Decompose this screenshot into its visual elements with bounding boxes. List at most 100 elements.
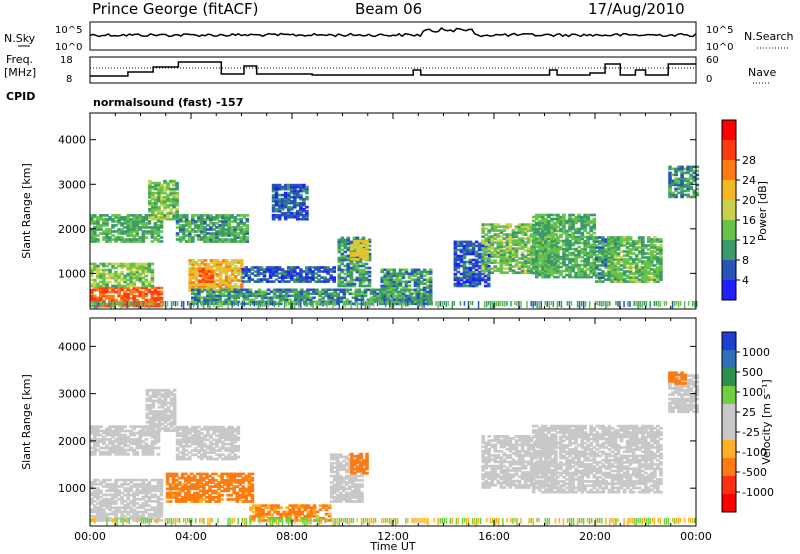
data-cell	[349, 274, 354, 278]
data-cell	[102, 514, 106, 518]
data-cell	[364, 270, 369, 274]
data-cell	[271, 280, 276, 283]
data-cell	[580, 249, 584, 253]
data-cell	[462, 284, 467, 288]
data-cell	[105, 304, 109, 308]
data-cell	[508, 253, 513, 256]
data-cell	[671, 191, 675, 195]
data-cell	[218, 265, 223, 268]
data-cell	[547, 259, 551, 263]
data-cell	[505, 271, 510, 274]
data-cell	[336, 296, 340, 300]
data-cell	[194, 298, 198, 302]
nave-tick-bottom: 0	[706, 74, 712, 85]
data-cell	[230, 228, 234, 231]
data-cell	[90, 232, 94, 235]
data-cell	[102, 519, 106, 522]
data-cell	[622, 278, 627, 281]
data-cell	[323, 266, 327, 269]
data-cell	[182, 301, 185, 309]
data-cell	[159, 489, 164, 493]
data-cell	[350, 258, 354, 261]
data-cell	[129, 276, 133, 280]
data-cell	[163, 207, 167, 211]
data-cell	[153, 292, 158, 296]
data-cell	[296, 217, 300, 221]
data-cell	[380, 284, 384, 288]
data-cell	[598, 246, 602, 249]
data-cell	[616, 236, 621, 239]
data-cell	[468, 280, 473, 284]
data-cell	[150, 508, 155, 512]
data-cell	[493, 255, 498, 258]
data-cell	[339, 296, 344, 300]
data-cell	[577, 237, 581, 241]
data-cell	[435, 301, 437, 307]
data-cell	[221, 288, 225, 292]
data-cell	[481, 231, 485, 234]
data-cell	[156, 238, 161, 241]
data-cell	[141, 506, 146, 510]
data-cell	[634, 272, 639, 275]
data-cell	[553, 233, 557, 237]
data-cell	[233, 275, 238, 278]
data-cell	[502, 227, 507, 230]
data-cell	[583, 243, 587, 247]
data-cell	[300, 296, 304, 300]
data-cell	[305, 217, 309, 221]
data-cell	[138, 301, 140, 309]
data-cell	[132, 517, 136, 520]
data-cell	[111, 226, 115, 229]
data-cell	[144, 230, 149, 233]
data-cell	[416, 282, 421, 286]
data-cell	[96, 519, 100, 522]
data-cell	[218, 232, 222, 235]
data-cell	[407, 284, 412, 288]
data-cell	[631, 258, 636, 261]
data-cell	[175, 214, 180, 217]
data-cell	[326, 280, 330, 283]
data-cell	[422, 298, 427, 302]
data-cell	[607, 236, 612, 239]
data-cell	[117, 517, 121, 520]
data-cell	[132, 264, 136, 268]
data-cell	[156, 296, 161, 300]
data-cell	[93, 236, 97, 239]
data-cell	[490, 251, 495, 254]
data-cell	[517, 245, 522, 248]
data-cell	[459, 248, 464, 252]
data-cell	[357, 292, 362, 296]
data-cell	[123, 500, 127, 503]
data-cell	[108, 478, 112, 482]
data-cell	[481, 263, 485, 266]
data-cell	[227, 230, 231, 233]
data-cell	[574, 265, 578, 269]
data-cell	[395, 298, 400, 302]
data-cell	[175, 195, 179, 199]
data-cell	[351, 296, 356, 300]
data-cell	[273, 301, 276, 308]
data-cell	[224, 265, 229, 268]
data-cell	[471, 248, 476, 252]
data-cell	[453, 248, 458, 252]
data-cell	[197, 238, 201, 241]
data-cell	[269, 302, 274, 306]
data-cell	[346, 264, 351, 268]
data-cell	[562, 243, 566, 247]
data-cell	[471, 270, 476, 274]
data-cell	[114, 276, 118, 280]
data-cell	[117, 284, 121, 288]
data-cell	[529, 259, 534, 262]
data-cell	[138, 238, 143, 241]
data-cell	[484, 247, 488, 250]
data-cell	[221, 234, 225, 237]
data-cell	[102, 220, 106, 223]
data-cell	[99, 214, 103, 217]
data-cell	[148, 195, 152, 199]
data-cell	[299, 272, 303, 275]
data-cell	[191, 290, 195, 294]
data-cell	[523, 261, 528, 264]
data-cell	[123, 276, 127, 280]
data-cell	[224, 290, 228, 294]
data-cell	[425, 280, 430, 284]
